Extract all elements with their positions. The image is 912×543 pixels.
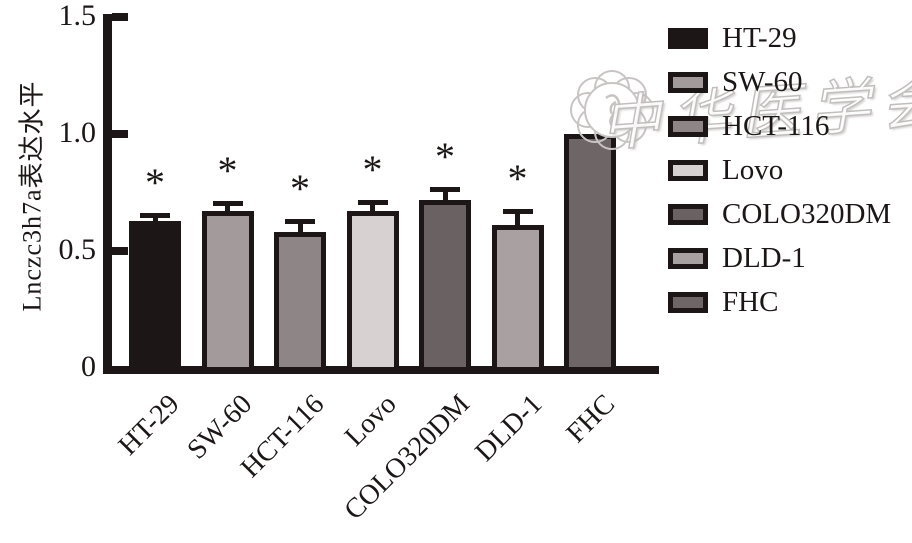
legend-label: SW-60 — [722, 65, 803, 98]
legend: HT-29 SW-60 HCT-116 Lovo COLO320DM DLD-1 FHC — [668, 16, 891, 324]
y-tick-label: 0 — [81, 350, 96, 383]
legend-swatch-icon — [668, 247, 708, 269]
bar-HCT-116 — [274, 232, 326, 372]
significance-star: * — [435, 133, 455, 179]
y-tick-label: 1.5 — [58, 0, 97, 32]
y-tick-label: 0.5 — [58, 233, 97, 266]
error-bar-stem — [225, 203, 230, 216]
legend-label: HCT-116 — [722, 109, 830, 142]
legend-label: Lovo — [722, 153, 784, 186]
error-bar-cap — [212, 201, 243, 207]
legend-item-DLD-1: DLD-1 — [668, 236, 891, 280]
x-tick-label: DLD-1 — [468, 388, 549, 468]
bar-FHC — [564, 134, 616, 372]
legend-swatch-icon — [668, 115, 708, 137]
significance-star: * — [145, 159, 165, 205]
legend-label: HT-29 — [722, 21, 797, 54]
legend-label: DLD-1 — [722, 241, 806, 274]
legend-item-SW-60: SW-60 — [668, 60, 891, 104]
legend-swatch-icon — [668, 159, 708, 181]
legend-swatch-icon — [668, 27, 708, 49]
x-tick-label: HT-29 — [112, 388, 186, 462]
error-bar-stem — [442, 188, 448, 204]
bar-Lovo — [346, 211, 399, 372]
significance-star: * — [217, 148, 238, 194]
error-bar-stem — [370, 201, 375, 216]
bar-DLD-1 — [491, 225, 544, 372]
significance-star: * — [507, 156, 528, 202]
error-bar-stem — [515, 211, 520, 230]
y-axis-line — [103, 14, 112, 374]
error-bar-cap — [285, 218, 315, 224]
y-tick-mark — [112, 130, 128, 138]
error-bar-cap — [357, 199, 388, 205]
significance-star: * — [362, 146, 383, 192]
error-bar-cap — [140, 212, 170, 218]
error-bar-cap — [430, 186, 460, 192]
x-tick-label: Lovo — [339, 388, 404, 453]
legend-item-Lovo: Lovo — [668, 148, 891, 192]
y-tick-mark — [112, 13, 128, 21]
y-tick-mark — [112, 247, 128, 255]
y-tick-label: 1.0 — [58, 116, 97, 149]
bar-HT-29 — [129, 220, 181, 372]
legend-item-HCT-116: HCT-116 — [668, 104, 891, 148]
legend-item-COLO320DM: COLO320DM — [668, 192, 891, 236]
bar-COLO320DM — [419, 199, 471, 372]
legend-swatch-icon — [668, 71, 708, 93]
significance-star: * — [290, 165, 310, 211]
legend-swatch-icon — [668, 203, 708, 225]
legend-item-HT-29: HT-29 — [668, 16, 891, 60]
legend-swatch-icon — [668, 291, 708, 313]
legend-item-FHC: FHC — [668, 280, 891, 324]
legend-label: FHC — [722, 285, 779, 318]
bar-SW-60 — [201, 211, 254, 372]
x-tick-label: FHC — [560, 388, 621, 450]
error-bar-stem — [297, 220, 303, 237]
error-bar-stem — [152, 214, 158, 225]
legend-label: COLO320DM — [722, 197, 892, 230]
error-bar-cap — [502, 209, 533, 215]
